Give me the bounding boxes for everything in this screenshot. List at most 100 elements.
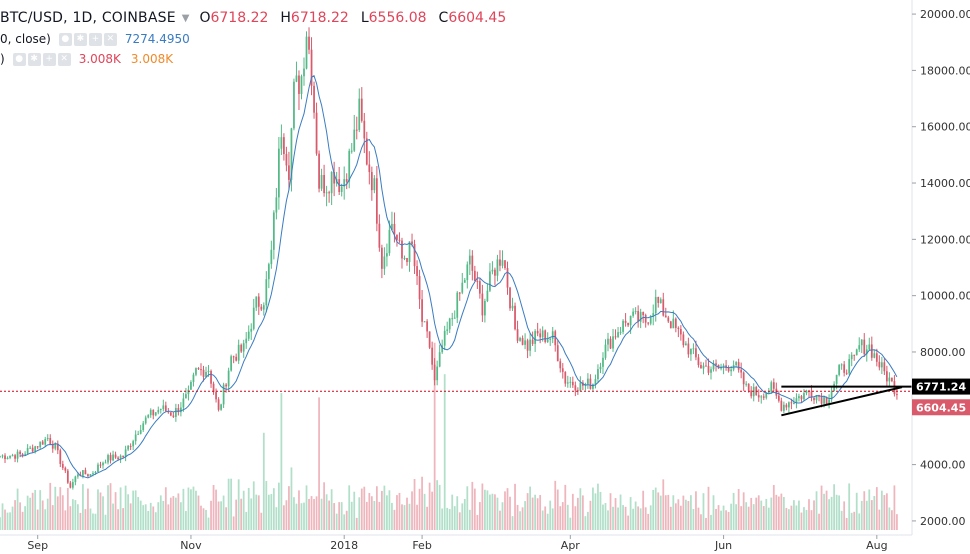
volume-bar bbox=[195, 490, 197, 530]
candle-body bbox=[51, 444, 54, 449]
volume-bar bbox=[461, 503, 464, 530]
candle-body bbox=[21, 453, 24, 455]
candle-body bbox=[514, 305, 516, 330]
candle-body bbox=[571, 381, 574, 386]
volume-bar bbox=[59, 487, 62, 530]
y-tick-label: 14000.00 bbox=[920, 177, 970, 190]
volume-bar bbox=[833, 484, 835, 530]
candle-body bbox=[815, 395, 818, 401]
candle-body bbox=[599, 366, 602, 370]
candle-body bbox=[516, 329, 519, 341]
volume-bar bbox=[863, 491, 866, 530]
volume-bar bbox=[114, 492, 117, 530]
low-value: 6556.08 bbox=[368, 10, 427, 26]
volume-bar bbox=[893, 485, 896, 530]
volume-bar bbox=[174, 497, 177, 530]
volume-bar bbox=[710, 514, 712, 530]
volume-bar bbox=[896, 514, 898, 530]
candle-body bbox=[790, 402, 793, 404]
candle-body bbox=[320, 175, 323, 189]
plus-icon[interactable]: + bbox=[88, 32, 102, 46]
eye-icon[interactable]: ● bbox=[58, 32, 72, 46]
volume-bar bbox=[730, 503, 732, 530]
candle-body bbox=[772, 382, 775, 389]
volume-bar bbox=[624, 506, 627, 530]
candle-body bbox=[212, 383, 215, 393]
gear-icon[interactable]: ✱ bbox=[73, 32, 87, 46]
volume-bar bbox=[320, 498, 323, 530]
volume-bar bbox=[607, 510, 609, 530]
volume-bar bbox=[619, 494, 622, 530]
volume-bar bbox=[119, 487, 122, 530]
volume-bar bbox=[860, 500, 863, 530]
candle-body bbox=[428, 331, 431, 348]
volume-bar bbox=[290, 467, 293, 530]
ascending-trendline[interactable] bbox=[781, 386, 903, 417]
candle-body bbox=[99, 464, 102, 466]
candle-body bbox=[355, 129, 358, 131]
candle-body bbox=[740, 369, 743, 373]
close-icon[interactable]: ✕ bbox=[57, 52, 71, 66]
volume-bar bbox=[215, 489, 217, 530]
volume-bar bbox=[104, 514, 107, 530]
volume-bar bbox=[891, 510, 893, 530]
volume-bar bbox=[169, 497, 172, 530]
candle-body bbox=[132, 441, 135, 447]
volume-bar bbox=[355, 517, 358, 530]
time-axis[interactable]: Sep Nov 2018 Feb Apr Jun Aug bbox=[27, 535, 888, 552]
y-tick-label: 8000.00 bbox=[920, 346, 966, 359]
volume-bar bbox=[4, 509, 6, 530]
volume-bar bbox=[712, 495, 715, 530]
volume-bar bbox=[634, 501, 637, 530]
volume-bar bbox=[632, 508, 635, 530]
volume-bar bbox=[167, 504, 170, 530]
candle-body bbox=[722, 365, 725, 368]
volume-bar bbox=[639, 508, 642, 530]
ma-indicator-label[interactable]: 0, close) bbox=[0, 32, 51, 46]
candle-body bbox=[491, 269, 494, 272]
eye-icon[interactable]: ● bbox=[12, 52, 26, 66]
volume-bar bbox=[197, 495, 200, 530]
plus-icon[interactable]: + bbox=[42, 52, 56, 66]
volume-bar bbox=[283, 505, 285, 530]
candle-body bbox=[687, 343, 690, 355]
volume-bar bbox=[722, 505, 725, 530]
price-axis[interactable]: 2000.004000.006000.008000.0010000.001200… bbox=[912, 8, 970, 528]
candle-body bbox=[122, 455, 124, 457]
x-tick-label: Nov bbox=[180, 539, 202, 552]
volume-bar bbox=[647, 513, 650, 530]
volume-bar bbox=[398, 492, 401, 530]
volume-bar bbox=[44, 509, 47, 530]
candle-body bbox=[187, 389, 190, 395]
candle-body bbox=[896, 394, 898, 396]
volume-bar bbox=[514, 483, 516, 530]
candle-body bbox=[798, 396, 800, 399]
volume-bar bbox=[411, 491, 413, 530]
close-icon[interactable]: ✕ bbox=[103, 32, 117, 46]
symbol-title[interactable]: BTC/USD, 1D, COINBASE bbox=[0, 10, 176, 26]
candle-body bbox=[295, 75, 298, 82]
volume-bar bbox=[122, 508, 124, 530]
volume-bar bbox=[685, 499, 687, 530]
volume-bar bbox=[222, 495, 225, 530]
volume-bar bbox=[295, 503, 298, 530]
candle-body bbox=[348, 150, 351, 182]
volume-bar bbox=[657, 492, 660, 530]
volume-bar bbox=[87, 488, 89, 530]
volume-bar bbox=[541, 510, 544, 530]
volume-bar bbox=[396, 495, 398, 530]
candle-body bbox=[669, 321, 672, 329]
volume-bar bbox=[365, 501, 368, 530]
candle-body bbox=[777, 395, 780, 401]
candle-body bbox=[149, 409, 152, 416]
chevron-down-icon[interactable]: ▼ bbox=[181, 12, 190, 24]
gear-icon[interactable]: ✱ bbox=[27, 52, 41, 66]
candle-body bbox=[421, 299, 423, 322]
volume-bar bbox=[883, 495, 886, 530]
candle-body bbox=[74, 476, 77, 483]
candle-body bbox=[162, 405, 165, 410]
candle-body bbox=[700, 365, 702, 369]
volume-indicator-label[interactable]: ) bbox=[0, 52, 5, 66]
volume-bar bbox=[805, 509, 808, 530]
